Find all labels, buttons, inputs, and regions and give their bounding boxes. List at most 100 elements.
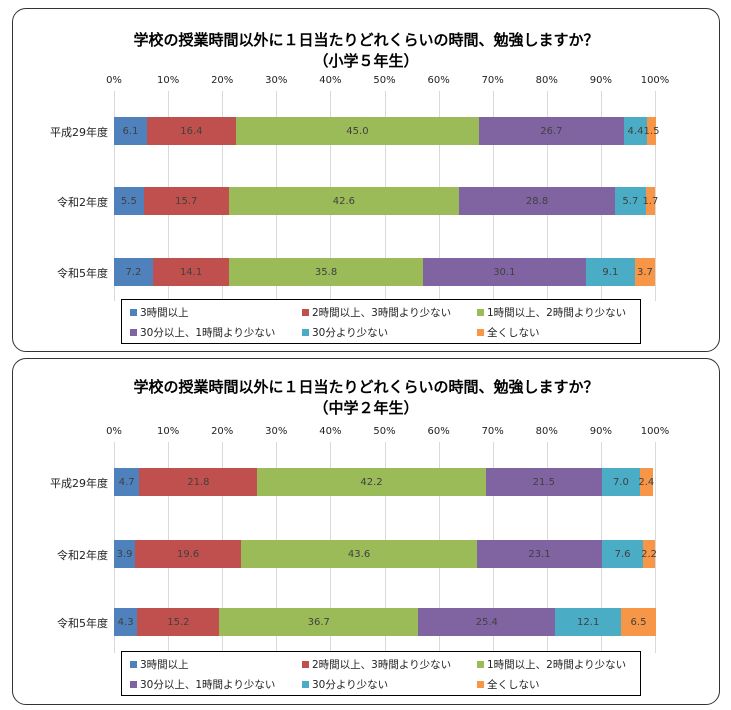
data-label: 42.2 bbox=[360, 476, 383, 488]
legend-swatch bbox=[477, 309, 484, 316]
x-tick-label: 50% bbox=[373, 426, 396, 437]
data-label: 14.1 bbox=[179, 266, 203, 278]
category-label: 令和5年度 bbox=[57, 267, 108, 280]
legend-item: 30分以上、1時間より少ない bbox=[130, 325, 275, 340]
legend-swatch bbox=[130, 329, 137, 336]
legend-item: 1時間以上、2時間より少ない bbox=[477, 305, 626, 320]
bar-segment: 3.7 bbox=[634, 258, 655, 286]
data-label: 1.5 bbox=[643, 125, 660, 137]
legend-swatch bbox=[477, 329, 484, 336]
data-label: 5.5 bbox=[120, 195, 137, 207]
x-tick-label: 100% bbox=[640, 75, 670, 86]
bar-segment: 30.1 bbox=[422, 258, 586, 286]
bar-segment: 43.6 bbox=[241, 540, 477, 568]
bar-segment: 35.8 bbox=[229, 258, 423, 286]
legend-item: 3時間以上 bbox=[130, 657, 189, 672]
legend-label: 1時間以上、2時間より少ない bbox=[487, 659, 627, 671]
data-label: 30.1 bbox=[493, 266, 516, 278]
legend-label: 30分以上、1時間より少ない bbox=[140, 327, 276, 339]
bar-segment: 15.2 bbox=[137, 608, 220, 636]
data-label: 42.6 bbox=[332, 195, 356, 207]
chart-panel-elementary: 学校の授業時間以外に１日当たりどれくらいの時間、勉強しますか？ （小学５年生） 0%… bbox=[12, 8, 720, 352]
category-label: 令和2年度 bbox=[57, 196, 108, 209]
bar-segment: 23.1 bbox=[477, 540, 602, 568]
legend-item: 30分より少ない bbox=[302, 677, 388, 692]
chart-title: （小学５年生） bbox=[313, 52, 419, 70]
gridline bbox=[655, 91, 656, 301]
bar-segment: 45.0 bbox=[235, 117, 480, 145]
x-tick-label: 90% bbox=[589, 426, 613, 437]
data-label: 4.4 bbox=[627, 125, 644, 137]
legend-label: 3時間以上 bbox=[140, 307, 189, 319]
bar-segment: 4.7 bbox=[114, 468, 140, 496]
bar-segment: 19.6 bbox=[135, 540, 242, 568]
legend-label: 2時間以上、3時間より少ない bbox=[312, 659, 452, 671]
bar-segment: 5.5 bbox=[114, 187, 144, 215]
bar-segment: 36.7 bbox=[219, 608, 419, 636]
data-label: 9.1 bbox=[602, 266, 619, 278]
legend: 3時間以上 2時間以上、3時間より少ない 1時間以上、2時間より少ない 30分以上、1… bbox=[121, 651, 641, 696]
x-tick-label: 20% bbox=[211, 75, 234, 86]
x-tick-label: 100% bbox=[640, 426, 670, 437]
data-label: 2.4 bbox=[638, 476, 655, 488]
legend: 3時間以上 2時間以上、3時間より少ない 1時間以上、2時間より少ない 30分以上、1… bbox=[121, 299, 641, 344]
bar-segment: 7.0 bbox=[601, 468, 640, 496]
legend-item: 全くしない bbox=[477, 325, 540, 340]
x-tick-label: 40% bbox=[319, 75, 342, 86]
data-label: 25.4 bbox=[475, 616, 498, 628]
data-label: 19.6 bbox=[176, 548, 200, 560]
data-label: 7.0 bbox=[612, 476, 629, 488]
bar-segment: 16.4 bbox=[147, 117, 236, 145]
legend-item: 2時間以上、3時間より少ない bbox=[302, 305, 451, 320]
legend-item: 30分より少ない bbox=[302, 325, 388, 340]
category-label: 令和5年度 bbox=[57, 617, 108, 630]
bar-segment: 28.8 bbox=[459, 187, 615, 215]
data-label: 1.7 bbox=[642, 195, 659, 207]
category-label: 平成29年度 bbox=[50, 477, 108, 490]
bar-segment: 1.5 bbox=[644, 117, 659, 145]
data-label: 15.7 bbox=[175, 195, 198, 207]
bar-segment: 42.2 bbox=[257, 468, 486, 496]
data-label: 2.2 bbox=[641, 548, 657, 560]
chart-title: （中学２年生） bbox=[313, 399, 419, 417]
legend-swatch bbox=[302, 681, 309, 688]
x-tick-label: 80% bbox=[535, 75, 558, 86]
bar-segment: 7.2 bbox=[114, 258, 153, 286]
data-label: 6.5 bbox=[630, 616, 647, 628]
bar-segment: 15.7 bbox=[143, 187, 229, 215]
data-label: 7.2 bbox=[125, 266, 142, 278]
data-label: 3.9 bbox=[116, 548, 133, 560]
data-label: 45.0 bbox=[346, 125, 369, 137]
legend-swatch bbox=[302, 309, 309, 316]
x-tick-label: 30% bbox=[265, 426, 288, 437]
x-tick-label: 20% bbox=[211, 426, 234, 437]
bar-segment: 9.1 bbox=[585, 258, 635, 286]
x-tick-label: 40% bbox=[319, 426, 342, 437]
category-label: 令和2年度 bbox=[57, 549, 108, 562]
legend-swatch bbox=[302, 661, 309, 668]
data-label: 4.7 bbox=[118, 476, 135, 488]
bar-segment: 2.4 bbox=[638, 468, 655, 496]
legend-label: 30分より少ない bbox=[312, 679, 389, 691]
legend-swatch bbox=[477, 681, 484, 688]
bar-segment: 2.2 bbox=[641, 540, 657, 568]
data-label: 15.2 bbox=[167, 616, 190, 628]
bar-segment: 6.5 bbox=[620, 608, 657, 636]
data-label: 43.6 bbox=[347, 548, 371, 560]
legend-label: 2時間以上、3時間より少ない bbox=[312, 307, 452, 319]
bar-segment: 21.5 bbox=[485, 468, 602, 496]
x-tick-label: 60% bbox=[427, 75, 450, 86]
category-label: 平成29年度 bbox=[50, 126, 108, 139]
chart-title: 学校の授業時間以外に１日当たりどれくらいの時間、勉強しますか？ bbox=[133, 31, 599, 49]
bar-segment: 3.9 bbox=[114, 540, 136, 568]
x-tick-label: 10% bbox=[156, 75, 180, 86]
data-label: 4.3 bbox=[117, 616, 134, 628]
bar-segment: 1.7 bbox=[642, 187, 658, 215]
data-label: 26.7 bbox=[540, 125, 563, 137]
legend-swatch bbox=[302, 329, 309, 336]
data-label: 7.6 bbox=[614, 548, 631, 560]
data-label: 3.7 bbox=[637, 266, 653, 278]
chart-title: 学校の授業時間以外に１日当たりどれくらいの時間、勉強しますか？ bbox=[133, 378, 599, 396]
gridline bbox=[655, 442, 656, 653]
bar-segment: 14.1 bbox=[152, 258, 230, 286]
